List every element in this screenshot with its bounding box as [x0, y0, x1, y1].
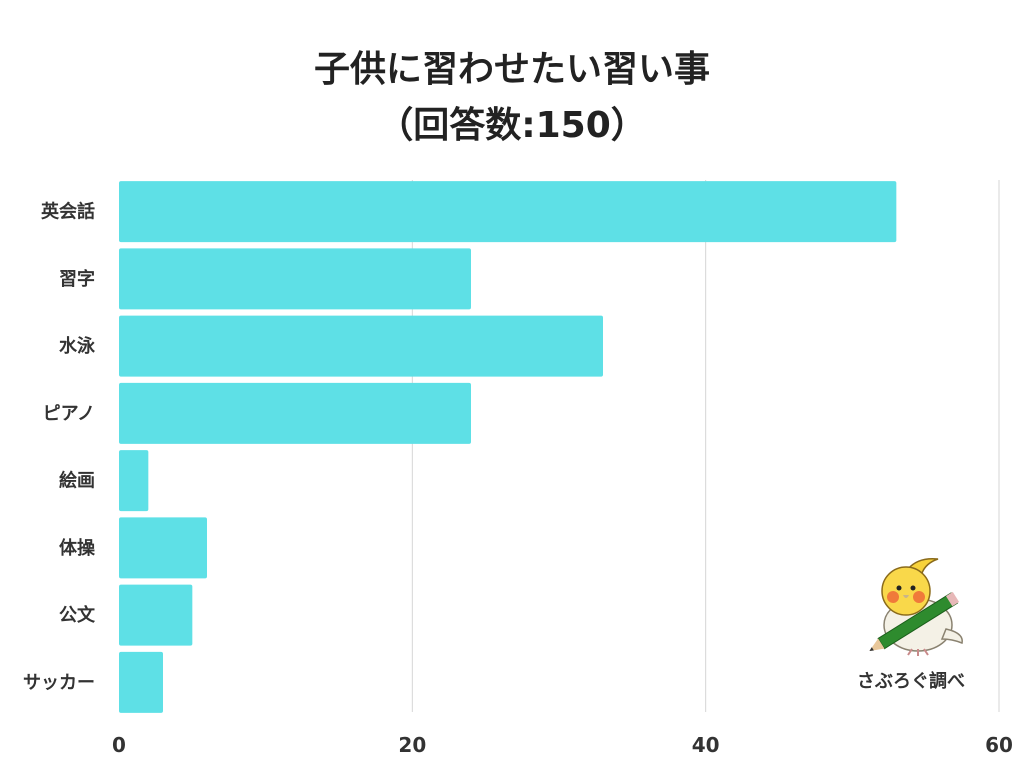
- category-label: 英会話: [40, 201, 95, 223]
- bar: [119, 315, 603, 377]
- chart-subtitle: （回答数:150）: [377, 105, 647, 146]
- bar: [119, 651, 163, 713]
- bar: [119, 584, 193, 646]
- bar: [119, 450, 149, 512]
- bar: [119, 382, 471, 444]
- x-tick-label: 60: [985, 733, 1013, 757]
- x-tick-label: 20: [398, 733, 426, 757]
- category-label: サッカー: [23, 672, 95, 693]
- bars: [119, 181, 897, 713]
- cockatiel-with-pencil-icon: [869, 557, 963, 656]
- bar: [119, 517, 207, 579]
- source-credit: さぶろぐ調べ: [857, 671, 965, 692]
- category-label: 習字: [59, 268, 95, 290]
- bar: [119, 248, 471, 310]
- x-tick-label: 0: [112, 733, 126, 757]
- chart-title: 子供に習わせたい習い事: [313, 49, 710, 90]
- category-label: 公文: [59, 604, 96, 626]
- category-label: ピアノ: [43, 403, 95, 424]
- bar: [119, 181, 897, 243]
- category-label: 絵画: [59, 470, 95, 492]
- category-label: 水泳: [59, 335, 96, 357]
- x-axis-ticks: 0 20 40 60: [112, 733, 1013, 757]
- category-label: 体操: [59, 537, 96, 559]
- x-tick-label: 40: [692, 733, 720, 757]
